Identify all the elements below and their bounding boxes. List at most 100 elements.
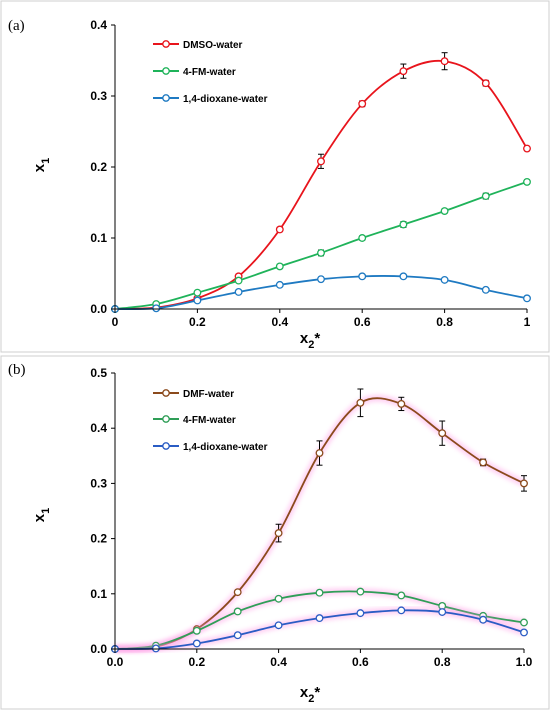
data-point xyxy=(317,157,325,166)
ticks-b: 0.0 0.1 0.2 0.3 0.4 0.5 0.0 0.2 0.4 0.6 0.8 1.0 xyxy=(90,366,532,669)
legend-label: 4-FM-water xyxy=(183,67,236,78)
y-tick-label: 0.4 xyxy=(90,18,107,32)
y-tick-label: 0.4 xyxy=(90,421,107,435)
data-point xyxy=(481,285,490,294)
data-point xyxy=(523,294,531,303)
legend-label: DMF-water xyxy=(183,389,234,400)
data-point xyxy=(523,144,531,153)
data-point xyxy=(275,225,284,234)
data-point xyxy=(397,591,406,600)
data-point xyxy=(193,296,202,305)
y-tick-label: 0.2 xyxy=(90,160,107,174)
y-tick-label: 0.1 xyxy=(90,587,107,601)
panel-a-frame xyxy=(0,0,550,353)
legend-a: DMSO-water 4-FM-water 1,4-dioxane-water xyxy=(153,40,268,105)
data-point xyxy=(274,621,283,630)
data-point xyxy=(356,587,365,596)
data-point xyxy=(440,57,449,66)
data-point xyxy=(152,304,161,313)
data-point xyxy=(192,626,201,635)
data-point xyxy=(399,220,408,229)
data-point xyxy=(399,67,408,76)
plot-area-b: 0.0 0.1 0.2 0.3 0.4 0.5 0.0 0.2 0.4 0.6 0.8 1.0 xyxy=(90,366,532,669)
legend-item-b-0: DMF-water xyxy=(153,389,234,400)
x-tick-label: 0.6 xyxy=(352,655,369,669)
data-point xyxy=(397,399,406,408)
y-tick-label: 0.0 xyxy=(90,642,107,656)
legend-item-b-1: 4-FM-water xyxy=(153,415,236,426)
legend-swatch-marker xyxy=(162,94,170,102)
data-point xyxy=(481,192,490,201)
y-tick-label: 0.2 xyxy=(90,532,107,546)
legend-swatch-marker xyxy=(162,442,170,450)
series-a xyxy=(111,52,531,313)
axes-b xyxy=(111,372,525,653)
data-point xyxy=(358,272,367,281)
legend-item-b-2: 1,4-dioxane-water xyxy=(153,442,268,453)
x-tick-label: 0.8 xyxy=(434,655,451,669)
data-point xyxy=(440,275,449,284)
data-point xyxy=(193,288,202,297)
data-point xyxy=(520,628,528,637)
data-point xyxy=(234,276,243,285)
data-point xyxy=(274,594,283,603)
data-point xyxy=(275,262,284,271)
x-tick-label: 0.0 xyxy=(107,655,124,669)
series-4-FM-water xyxy=(111,177,531,313)
data-point xyxy=(151,644,160,653)
x-tick-label: 0 xyxy=(112,315,119,329)
data-point xyxy=(358,99,367,108)
x-axis-title-b: x2* xyxy=(300,684,320,705)
data-point xyxy=(317,248,325,257)
x-axis-title-a: x2* xyxy=(300,330,320,351)
y-axis-title-b: x1 xyxy=(31,508,52,522)
series-4-FM-water xyxy=(111,587,528,653)
axes-a xyxy=(111,24,528,313)
x-tick-label: 0.4 xyxy=(271,315,288,329)
x-tick-label: 0.2 xyxy=(189,315,206,329)
y-tick-label: 0.1 xyxy=(90,231,107,245)
data-point xyxy=(315,588,324,597)
series-1,4-dioxane-water xyxy=(111,606,528,653)
y-tick-label: 0.5 xyxy=(90,366,107,380)
x-tick-label: 1 xyxy=(524,315,531,329)
data-point xyxy=(192,639,201,648)
data-point xyxy=(440,207,449,215)
data-point xyxy=(520,618,528,627)
legend-swatch-marker xyxy=(162,40,170,48)
y-tick-label: 0.3 xyxy=(90,476,107,490)
legend-label: 1,4-dioxane-water xyxy=(183,442,268,453)
x-tick-label: 0.8 xyxy=(436,315,453,329)
ticks-a: 0.0 0.1 0.2 0.3 0.4 0 0.2 0.4 0.6 0.8 1 xyxy=(90,18,530,329)
legend-item-a-0: DMSO-water xyxy=(153,40,243,51)
data-point xyxy=(234,288,243,296)
data-point xyxy=(479,615,488,624)
data-point xyxy=(315,449,324,457)
legend-b: DMF-water 4-FM-water 1,4-dioxane-water xyxy=(153,389,268,453)
panel-a-label: (a) xyxy=(8,18,25,34)
x-tick-label: 0.6 xyxy=(354,315,371,329)
x-tick-label: 1.0 xyxy=(516,655,533,669)
legend-item-a-2: 1,4-dioxane-water xyxy=(153,94,268,105)
data-point xyxy=(274,529,283,538)
legend-swatch-marker xyxy=(162,67,170,75)
plot-area-a: 0.0 0.1 0.2 0.3 0.4 0 0.2 0.4 0.6 0.8 1 xyxy=(90,18,531,329)
data-point xyxy=(481,79,490,88)
x-tick-label: 0.2 xyxy=(188,655,205,669)
legend-item-a-1: 4-FM-water xyxy=(153,67,236,78)
legend-swatch-marker xyxy=(162,415,170,423)
data-point xyxy=(438,429,447,438)
data-point xyxy=(438,608,447,616)
legend-label: 1,4-dioxane-water xyxy=(183,94,268,105)
legend-swatch-marker xyxy=(162,389,170,397)
data-point xyxy=(479,458,488,467)
legend-label: 4-FM-water xyxy=(183,415,236,426)
data-point xyxy=(233,631,242,640)
data-point xyxy=(315,614,324,623)
data-point xyxy=(275,280,284,289)
panel-b-label: (b) xyxy=(8,362,26,378)
data-point xyxy=(399,272,408,281)
y-tick-label: 0.0 xyxy=(90,302,107,316)
data-point xyxy=(317,275,325,284)
legend-label: DMSO-water xyxy=(183,40,243,51)
